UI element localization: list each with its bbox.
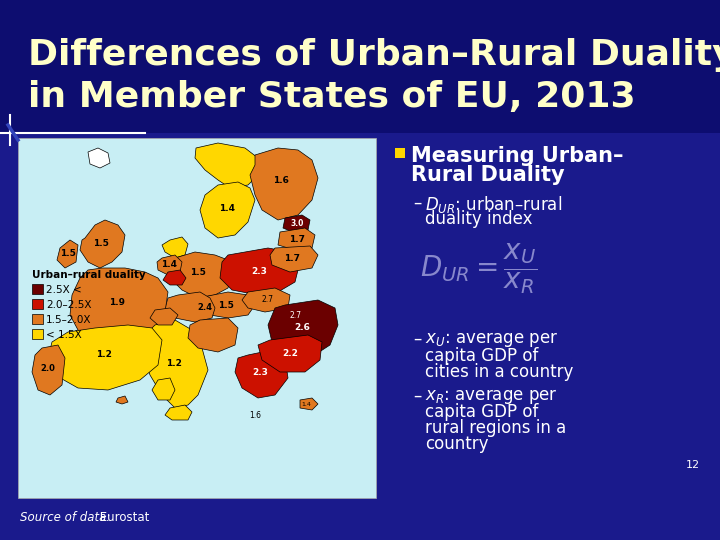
- Text: in Member States of EU, 2013: in Member States of EU, 2013: [28, 80, 636, 114]
- Polygon shape: [268, 300, 338, 358]
- FancyBboxPatch shape: [32, 284, 43, 294]
- Polygon shape: [152, 378, 175, 400]
- Text: 1.4: 1.4: [161, 260, 177, 269]
- Polygon shape: [88, 148, 110, 168]
- Polygon shape: [242, 288, 290, 312]
- FancyBboxPatch shape: [32, 329, 43, 339]
- Text: 2.4: 2.4: [197, 303, 212, 313]
- FancyBboxPatch shape: [32, 299, 43, 309]
- Text: 1.5: 1.5: [60, 249, 76, 258]
- Text: –: –: [413, 330, 421, 348]
- FancyBboxPatch shape: [32, 314, 43, 324]
- Text: Rural Duality: Rural Duality: [411, 165, 564, 185]
- Text: 1.7: 1.7: [289, 235, 305, 244]
- Text: Measuring Urban–: Measuring Urban–: [411, 146, 624, 166]
- Text: cities in a country: cities in a country: [425, 363, 573, 381]
- FancyBboxPatch shape: [18, 138, 376, 498]
- Polygon shape: [142, 320, 208, 408]
- Polygon shape: [235, 350, 288, 398]
- Text: 1.7: 1.7: [284, 254, 300, 263]
- Text: 1.5–2.0X: 1.5–2.0X: [46, 315, 91, 325]
- Text: Eurostat: Eurostat: [96, 511, 149, 524]
- Polygon shape: [150, 308, 178, 325]
- Polygon shape: [283, 215, 310, 233]
- Text: 1.5: 1.5: [218, 301, 234, 310]
- Polygon shape: [157, 255, 182, 275]
- Text: Differences of Urban–Rural Duality: Differences of Urban–Rural Duality: [28, 38, 720, 72]
- Polygon shape: [188, 318, 238, 352]
- Polygon shape: [32, 345, 65, 395]
- Text: 2.2: 2.2: [283, 349, 299, 357]
- Polygon shape: [48, 325, 162, 390]
- Text: country: country: [425, 435, 488, 453]
- Text: Urban–rural duality: Urban–rural duality: [32, 270, 145, 280]
- Text: duality index: duality index: [425, 210, 533, 228]
- Text: 2.7: 2.7: [262, 295, 274, 305]
- Text: 2.5X <: 2.5X <: [46, 285, 82, 295]
- Text: 1.5: 1.5: [93, 239, 109, 248]
- Text: < 1.5X: < 1.5X: [46, 330, 82, 340]
- Polygon shape: [116, 396, 128, 404]
- Text: 2.0: 2.0: [40, 364, 55, 373]
- Text: 1.5: 1.5: [190, 268, 206, 278]
- Text: 1.6: 1.6: [273, 177, 289, 185]
- FancyBboxPatch shape: [0, 0, 720, 133]
- Text: capita GDP of: capita GDP of: [425, 403, 539, 421]
- Text: rural regions in a: rural regions in a: [425, 419, 566, 437]
- Polygon shape: [70, 268, 168, 345]
- Text: 2.0–2.5X: 2.0–2.5X: [46, 300, 91, 310]
- Text: 2.7: 2.7: [289, 310, 301, 320]
- Text: $x_R$: average per: $x_R$: average per: [425, 387, 558, 406]
- Polygon shape: [165, 292, 215, 322]
- Polygon shape: [270, 246, 318, 272]
- Text: 2.3: 2.3: [252, 368, 268, 377]
- Polygon shape: [195, 292, 255, 318]
- Polygon shape: [278, 228, 315, 250]
- Text: 1.4: 1.4: [301, 402, 311, 407]
- Polygon shape: [250, 148, 318, 220]
- Text: 1.4: 1.4: [219, 204, 235, 213]
- Text: $D_{UR}$: urban–rural: $D_{UR}$: urban–rural: [425, 194, 562, 215]
- Polygon shape: [220, 248, 300, 295]
- Text: 2.3: 2.3: [251, 267, 267, 276]
- Text: Source of data:: Source of data:: [20, 511, 110, 524]
- Text: 3.0: 3.0: [290, 219, 304, 228]
- Polygon shape: [165, 405, 192, 420]
- Text: $D_{UR} = \dfrac{x_U}{x_R}$: $D_{UR} = \dfrac{x_U}{x_R}$: [420, 242, 537, 296]
- Polygon shape: [163, 270, 186, 285]
- Polygon shape: [200, 182, 255, 238]
- Text: –: –: [413, 194, 421, 212]
- Polygon shape: [80, 220, 125, 268]
- Polygon shape: [168, 252, 232, 298]
- Text: $x_U$: average per: $x_U$: average per: [425, 330, 558, 349]
- Text: 1.9: 1.9: [109, 298, 125, 307]
- Polygon shape: [300, 398, 318, 410]
- Text: 2.6: 2.6: [294, 322, 310, 332]
- Text: 1.2: 1.2: [96, 350, 112, 359]
- Polygon shape: [57, 240, 78, 268]
- Text: capita GDP of: capita GDP of: [425, 347, 539, 365]
- Text: 12: 12: [686, 460, 700, 470]
- Text: –: –: [413, 387, 421, 405]
- Polygon shape: [258, 335, 322, 372]
- Polygon shape: [162, 237, 188, 258]
- Text: 1.6: 1.6: [249, 410, 261, 420]
- FancyBboxPatch shape: [395, 148, 405, 158]
- Text: 1.2: 1.2: [166, 359, 182, 368]
- Polygon shape: [195, 143, 258, 188]
